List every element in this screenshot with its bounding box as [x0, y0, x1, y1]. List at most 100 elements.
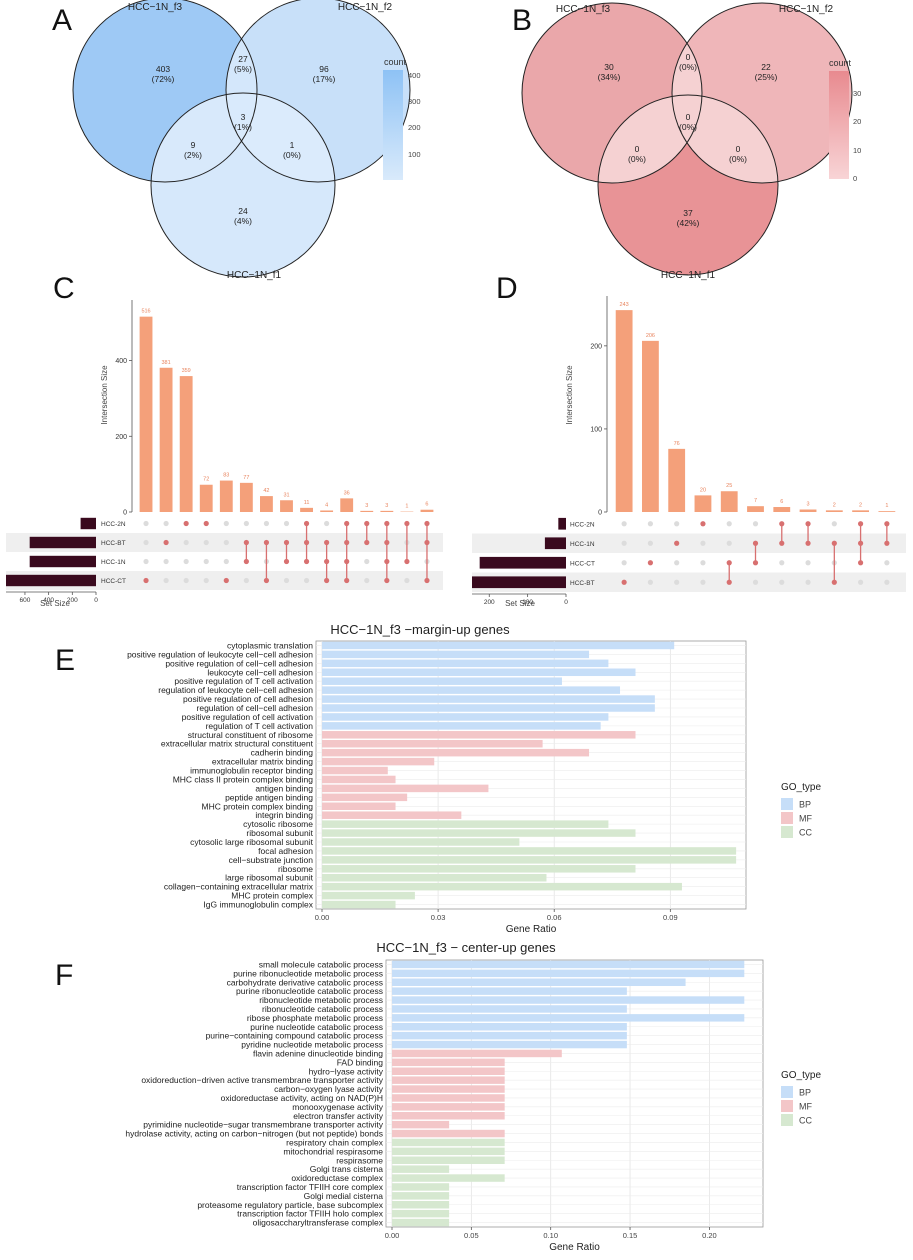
upset-c-set-tick-label-0: 600: [20, 597, 31, 604]
upset-c-dot-3-0: [204, 521, 209, 526]
go-e-bar-15: [322, 776, 396, 784]
upset-c-ytick-label-1: 200: [115, 434, 127, 441]
upset-d-dot-3-0: [700, 521, 705, 526]
venn-a-pct-f3-f1: (2%): [184, 150, 202, 160]
go-f-legend-key-MF: [781, 1100, 793, 1112]
upset-c-bar-label-3: 72: [203, 477, 209, 483]
venn-a-count-f1-only: 24: [238, 206, 248, 216]
venn-b-pct-f1-only: (42%): [677, 218, 700, 228]
upset-c-dot-3-2: [204, 559, 209, 564]
upset-d-bar-label-10: 1: [885, 503, 888, 509]
go-e-bar-10: [322, 731, 636, 739]
upset-c-bar-5: [240, 483, 253, 512]
upset-d-dot-1-3: [648, 580, 653, 585]
upset-c-dot-1-2: [164, 559, 169, 564]
upset-c-bar-9: [320, 510, 333, 512]
venn-b: [522, 3, 852, 275]
venn-b-legend-tick-30: 30: [853, 89, 861, 98]
upset-d-set-name-2: HCC-CT: [570, 560, 595, 567]
panel-d: D Intersection Size Set Size 01002002432…: [472, 272, 906, 608]
go-f-bar-20: [392, 1139, 505, 1146]
venn-b-pct-f2-only: (25%): [755, 72, 778, 82]
upset-d-dot-2-0: [674, 521, 679, 526]
go-e-legend-label-CC: CC: [799, 828, 812, 838]
panel-b: B HCC−1N_f3 HCC−1N_f2 HCC−1N_f1 30 (34%)…: [512, 3, 861, 281]
go-e-xtick-label-0: 0.00: [315, 913, 330, 922]
upset-c-bar-label-10: 36: [344, 490, 350, 496]
upset-d-set-bar-2: [480, 557, 566, 569]
upset-c-dot-5-0: [244, 521, 249, 526]
venn-a-pct-all: (1%): [234, 122, 252, 132]
upset-c-dot-0-3: [143, 578, 148, 583]
go-e-bar-23: [322, 847, 736, 855]
go-e-bar-28: [322, 892, 415, 900]
go-e-bar-11: [322, 740, 543, 748]
upset-c-bar-14: [421, 510, 434, 512]
venn-b-label-f3: HCC−1N_f3: [556, 4, 611, 15]
upset-d-bar-2: [668, 449, 685, 512]
go-e-bar-16: [322, 785, 488, 793]
venn-b-pct-f3-only: (34%): [598, 72, 621, 82]
upset-c-dot-9-0: [324, 521, 329, 526]
go-e-bar-8: [322, 713, 608, 721]
upset-d-bar-label-2: 76: [674, 441, 680, 447]
upset-c-dot-0-1: [143, 540, 148, 545]
go-f-legend-label-BP: BP: [799, 1088, 811, 1098]
upset-c-bar-0: [140, 317, 153, 512]
upset-d-ylabel: Intersection Size: [565, 365, 574, 425]
upset-c-set-name-3: HCC-CT: [101, 578, 126, 585]
upset-c-bar-label-14: 6: [425, 502, 428, 508]
venn-a-count-f2-f1: 1: [290, 140, 295, 150]
go-e-bar-2: [322, 660, 608, 668]
venn-a-count-f3-only: 403: [156, 64, 170, 74]
go-e-xlabel: Gene Ratio: [506, 924, 557, 935]
go-f-bar-16: [392, 1103, 505, 1110]
upset-d-bar-4: [721, 491, 738, 512]
upset-c-bar-8: [300, 508, 313, 512]
upset-c-dot-1-1: [164, 540, 169, 545]
go-f-bar-17: [392, 1112, 505, 1119]
upset-c-dot-5-3: [244, 578, 249, 583]
upset-d-dot-8-0: [832, 521, 837, 526]
venn-b-pct-f3-f1: (0%): [628, 154, 646, 164]
venn-a-legend-tick-200: 200: [408, 123, 421, 132]
upset-d-bar-label-6: 6: [780, 499, 783, 505]
upset-d-dot-5-0: [753, 521, 758, 526]
panel-letter-f: F: [55, 959, 73, 992]
go-f-bar-3: [392, 987, 627, 994]
venn-b-pct-f3-f2: (0%): [679, 62, 697, 72]
go-f-bar-12: [392, 1068, 505, 1075]
upset-d-dot-0-2: [622, 560, 627, 565]
go-e-legend-title: GO_type: [781, 782, 821, 793]
venn-a-pct-f1-only: (4%): [234, 216, 252, 226]
go-f-bar-29: [392, 1219, 449, 1226]
upset-c-set-bar-1: [30, 537, 96, 548]
upset-d-set-name-0: HCC-2N: [570, 521, 595, 528]
go-f-bar-10: [392, 1050, 562, 1057]
venn-a-label-f3: HCC−1N_f3: [128, 2, 183, 13]
upset-d-dot-7-2: [805, 560, 810, 565]
go-f-legend-label-MF: MF: [799, 1102, 812, 1112]
upset-d-bar-label-0: 243: [620, 302, 629, 308]
upset-d-set-name-1: HCC-1N: [570, 541, 595, 548]
venn-a-label-f2: HCC−1N_f2: [338, 2, 393, 13]
upset-c-dot-1-0: [164, 521, 169, 526]
upset-c-bar-label-11: 3: [365, 503, 368, 509]
upset-c-bar-2: [180, 376, 193, 512]
upset-d-bar-9: [852, 510, 869, 512]
go-f-bar-0: [392, 961, 744, 968]
go-e-xtick-label-3: 0.09: [663, 913, 678, 922]
go-f-bar-11: [392, 1059, 505, 1066]
venn-b-count-f3-f2: 0: [686, 52, 691, 62]
go-f-bar-28: [392, 1210, 449, 1217]
upset-c-bar-label-5: 77: [243, 475, 249, 481]
upset-d-dot-0-3: [622, 580, 627, 585]
go-f-bar-27: [392, 1201, 449, 1208]
upset-c-ytick-label-0: 0: [123, 510, 127, 517]
go-e-bar-13: [322, 758, 434, 766]
